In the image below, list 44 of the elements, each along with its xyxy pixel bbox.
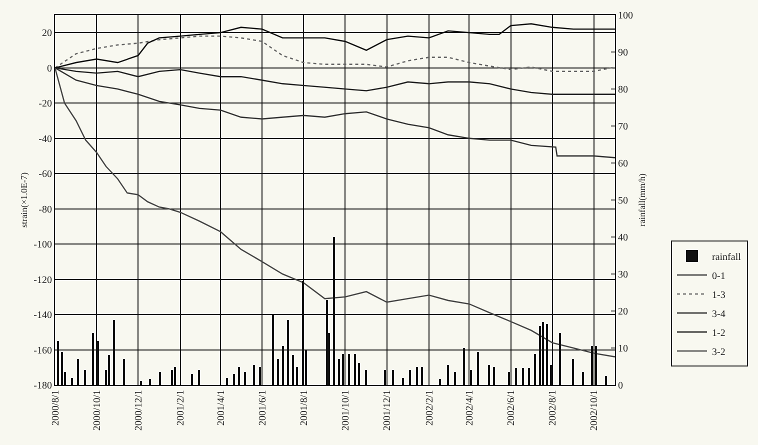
x-tick-label: 2001/10/1 [340, 390, 352, 431]
y2-tick-label: 90 [618, 48, 628, 58]
y2-tick-label: 30 [618, 270, 628, 280]
y-tick-label: -160 [34, 345, 52, 356]
x-tick-label: 2001/8/1 [298, 390, 310, 426]
y2-tick-label: 20 [618, 306, 628, 318]
y2-tick-label: 40 [618, 232, 628, 244]
legend-label: 1-2 [712, 328, 726, 339]
x-tick-label: 2000/10/1 [92, 390, 103, 431]
y2-tick-label: 50 [618, 196, 628, 206]
x-tick-label: 2000/12/1 [133, 390, 144, 431]
y2-tick-label: 80 [618, 84, 628, 96]
x-tick-label: 2002/4/1 [464, 390, 476, 426]
y-tick-label: -80 [38, 204, 52, 216]
y-tick-label: -120 [34, 274, 52, 286]
y2-tick-label: 10 [618, 344, 628, 354]
y2-tick-label: 70 [618, 122, 628, 132]
x-tick-label: 2002/2/1 [424, 390, 436, 426]
y-tick-label: 0 [47, 63, 52, 74]
x-tick-label: 2002/10/1 [589, 390, 600, 431]
y-tick-label: -100 [34, 240, 52, 251]
legend-label: 0-1 [712, 270, 726, 282]
x-tick-label: 2001/4/1 [216, 390, 227, 426]
y-axis-title: strain(×1.0E-7) [19, 172, 30, 228]
y-tick-label: 20 [42, 28, 52, 40]
y-tick-label: -60 [38, 169, 52, 180]
y2-axis-title: rainfall(mm/h) [636, 174, 647, 226]
x-tick-label: 2000/8/1 [50, 390, 62, 426]
x-tick-label: 2002/8/1 [548, 390, 559, 426]
y-tick-label: -40 [38, 134, 52, 145]
x-tick-label: 2001/12/1 [382, 390, 394, 431]
y2-tick-label: 60 [618, 158, 628, 170]
y2-tick-label: 100 [618, 10, 633, 22]
legend-label: rainfall [712, 252, 742, 263]
x-tick-label: 2002/6/1 [506, 390, 518, 426]
legend-label: 1-3 [712, 290, 726, 301]
y-tick-label: -20 [38, 98, 52, 110]
legend-label: 3-2 [712, 346, 726, 358]
x-tick-label: 2001/2/1 [176, 390, 187, 426]
x-tick-label: 2001/6/1 [257, 390, 268, 426]
y-tick-label: -140 [34, 310, 52, 322]
legend-label: 3-4 [712, 308, 726, 320]
y2-tick-label: 0 [618, 380, 623, 392]
y-tick-label: -180 [34, 380, 52, 392]
